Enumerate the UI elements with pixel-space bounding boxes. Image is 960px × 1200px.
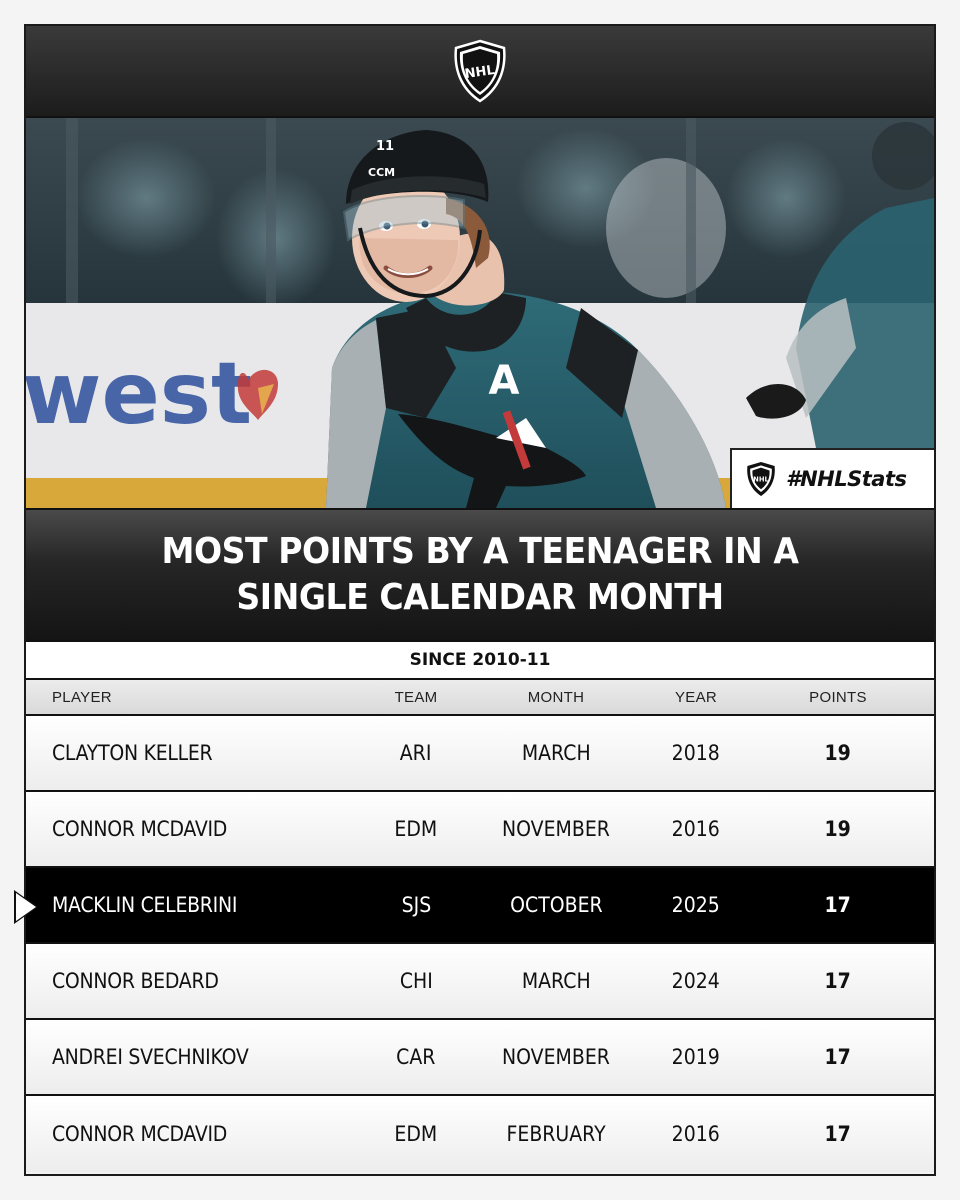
header-month: MONTH	[527, 688, 585, 706]
nhl-logo-text: NHL	[464, 63, 496, 82]
team-code: ARI	[400, 741, 432, 765]
header-team: TEAM	[394, 688, 438, 706]
sponsor-board-text: west	[26, 344, 252, 444]
player-name: CONNOR MCDAVID	[52, 817, 228, 841]
team-code: CAR	[396, 1045, 436, 1069]
player-name: CONNOR MCDAVID	[52, 1122, 228, 1146]
table-row: CONNOR MCDAVID EDM FEBRUARY 2016 17	[26, 1096, 934, 1172]
player-name: MACKLIN CELEBRINI	[52, 893, 238, 917]
table-row-highlighted: MACKLIN CELEBRINI SJS OCTOBER 2025 17	[26, 868, 934, 944]
month: FEBRUARY	[506, 1122, 606, 1146]
player-name: CONNOR BEDARD	[52, 969, 219, 993]
points: 19	[824, 817, 852, 841]
points: 17	[824, 969, 852, 993]
player-photo-illustration: west A	[26, 118, 934, 508]
month: MARCH	[521, 741, 591, 765]
hero-photo: west A	[26, 118, 934, 508]
header-points: POINTS	[809, 688, 867, 706]
nhl-logo-icon: NHL	[454, 39, 506, 103]
points: 17	[824, 1045, 852, 1069]
table-row: CONNOR BEDARD CHI MARCH 2024 17	[26, 944, 934, 1020]
year: 2016	[671, 1122, 721, 1146]
table-body: CLAYTON KELLER ARI MARCH 2018 19 CONNOR …	[26, 716, 934, 1172]
year: 2016	[671, 817, 721, 841]
jersey-letter: A	[489, 358, 520, 404]
year: 2019	[671, 1045, 721, 1069]
header-bar: NHL	[26, 26, 934, 118]
month: NOVEMBER	[502, 1045, 610, 1069]
year: 2024	[671, 969, 721, 993]
header-year: YEAR	[674, 688, 718, 706]
helmet-text: CCM	[368, 166, 395, 179]
hashtag-text: #NHLStats	[786, 467, 907, 491]
highlight-pointer-arrow-icon	[16, 893, 36, 921]
points: 19	[824, 741, 852, 765]
hashtag-badge: NHL #NHLStats	[730, 448, 934, 508]
year: 2018	[671, 741, 721, 765]
month: MARCH	[521, 969, 591, 993]
team-code: EDM	[394, 1122, 438, 1146]
svg-text:11: 11	[376, 139, 394, 154]
table-header-row: PLAYER TEAM MONTH YEAR POINTS	[26, 680, 934, 716]
subtitle: SINCE 2010-11	[26, 642, 934, 680]
team-code: SJS	[401, 893, 431, 917]
year: 2025	[671, 893, 721, 917]
graphic-frame: NHL	[24, 24, 936, 1176]
points: 17	[824, 893, 852, 917]
team-code: EDM	[394, 817, 438, 841]
month: NOVEMBER	[502, 817, 610, 841]
table-row: CONNOR MCDAVID EDM NOVEMBER 2016 19	[26, 792, 934, 868]
player-name: ANDREI SVECHNIKOV	[52, 1045, 249, 1069]
points: 17	[824, 1122, 852, 1146]
player-name: CLAYTON KELLER	[52, 741, 213, 765]
table-row: CLAYTON KELLER ARI MARCH 2018 19	[26, 716, 934, 792]
title-band: MOST POINTS BY A TEENAGER IN A SINGLE CA…	[26, 508, 934, 642]
svg-text:NHL: NHL	[753, 475, 769, 483]
team-code: CHI	[399, 969, 433, 993]
table-row: ANDREI SVECHNIKOV CAR NOVEMBER 2019 17	[26, 1020, 934, 1096]
header-player: PLAYER	[52, 688, 112, 706]
month: OCTOBER	[509, 893, 603, 917]
graphic-title: MOST POINTS BY A TEENAGER IN A SINGLE CA…	[161, 531, 799, 618]
nhl-small-logo-icon: NHL	[747, 462, 775, 496]
